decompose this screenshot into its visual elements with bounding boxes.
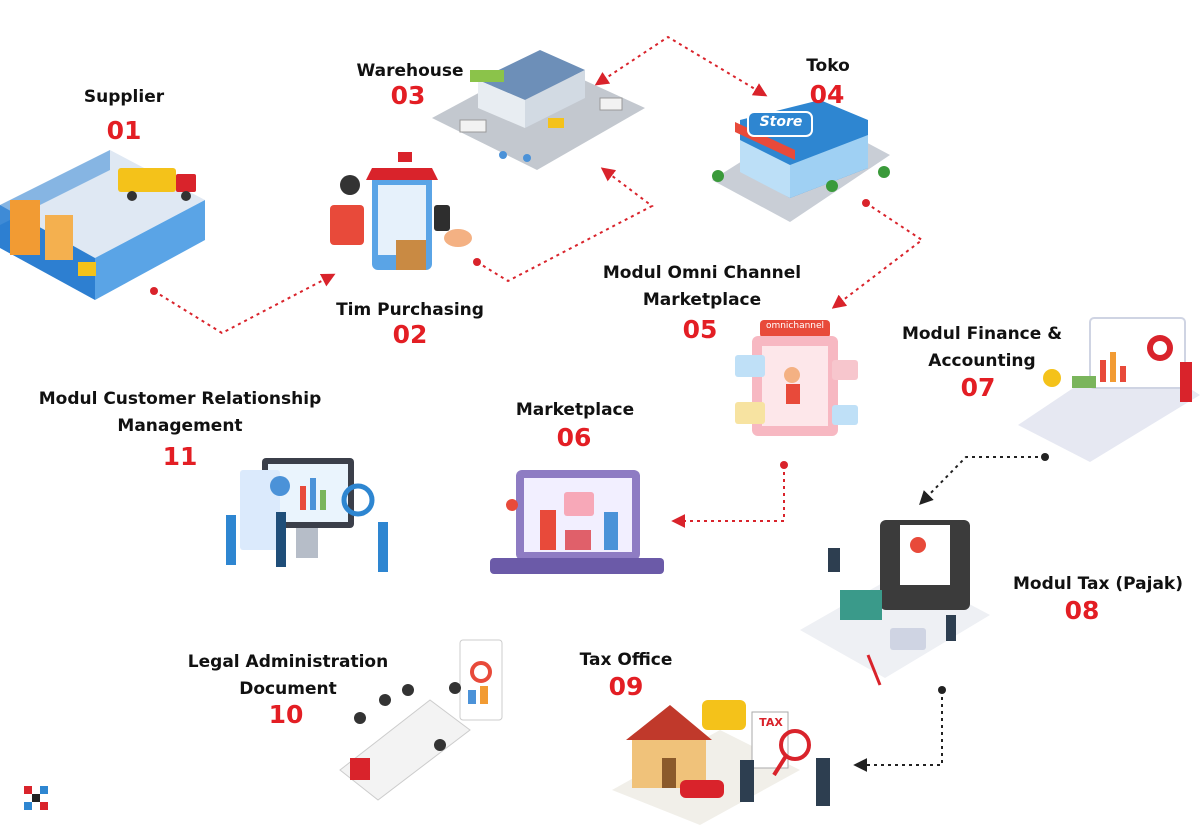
finance-dashboard-illustration (1018, 317, 1200, 462)
connector-finance-tax (919, 453, 1049, 506)
warehouse-interior-illustration (0, 150, 205, 300)
crm-title-line1: Modul Customer Relationship (38, 389, 322, 409)
online-marketplace-illustration (490, 470, 664, 574)
store-sign: Store (759, 114, 803, 130)
warehouse-title: Warehouse (356, 61, 464, 81)
toko-number: 04 (809, 80, 845, 109)
store-front-illustration (712, 100, 890, 222)
omni-title-line2: Marketplace (642, 290, 762, 310)
marketplace-number: 06 (556, 423, 592, 452)
finance-title-line2: Accounting (928, 351, 1036, 371)
tax-number: 08 (1064, 596, 1100, 625)
supplier-title: Supplier (83, 87, 165, 107)
connector-warehouse-toko (594, 35, 768, 97)
crm-title-line2: Management (117, 416, 243, 436)
crm-number: 11 (162, 442, 198, 471)
taxoffice-title: Tax Office (579, 650, 673, 670)
purchasing-title: Tim Purchasing (336, 300, 484, 320)
legal-number: 10 (268, 700, 304, 729)
mobile-shopping-illustration (330, 152, 472, 270)
connector-omni-marketplace (671, 461, 788, 528)
toko-title: Toko (806, 56, 850, 76)
connector-tax-taxoffice (853, 686, 946, 772)
legal-title-line1: Legal Administration (187, 652, 389, 672)
connector-purchasing-warehouse (473, 167, 654, 283)
tax-office-illustration (612, 700, 830, 825)
warehouse-building-illustration (432, 50, 645, 170)
warehouse-number: 03 (390, 81, 426, 110)
omni-title-line1: Modul Omni Channel (602, 263, 802, 283)
tax-documents-illustration (800, 520, 990, 686)
checker-logo-icon (24, 786, 48, 810)
taxoffice-number: 09 (608, 672, 644, 701)
connector-toko-omni (831, 199, 924, 309)
omnichannel-sign: omnichannel (765, 321, 825, 331)
tax-tag: TAX (759, 716, 783, 729)
finance-number: 07 (960, 373, 996, 402)
marketplace-title: Marketplace (515, 400, 635, 420)
omni-number: 05 (682, 315, 718, 344)
meeting-room-illustration (339, 639, 503, 801)
omnichannel-illustration (735, 320, 858, 436)
finance-title-line1: Modul Finance & (901, 324, 1063, 344)
purchasing-number: 02 (392, 320, 428, 349)
crm-dashboard-illustration (226, 458, 388, 572)
supplier-number: 01 (106, 116, 142, 145)
legal-title-line2: Document (239, 679, 337, 699)
connector-supplier-purchasing (150, 273, 336, 335)
tax-title: Modul Tax (Pajak) (1013, 574, 1183, 594)
